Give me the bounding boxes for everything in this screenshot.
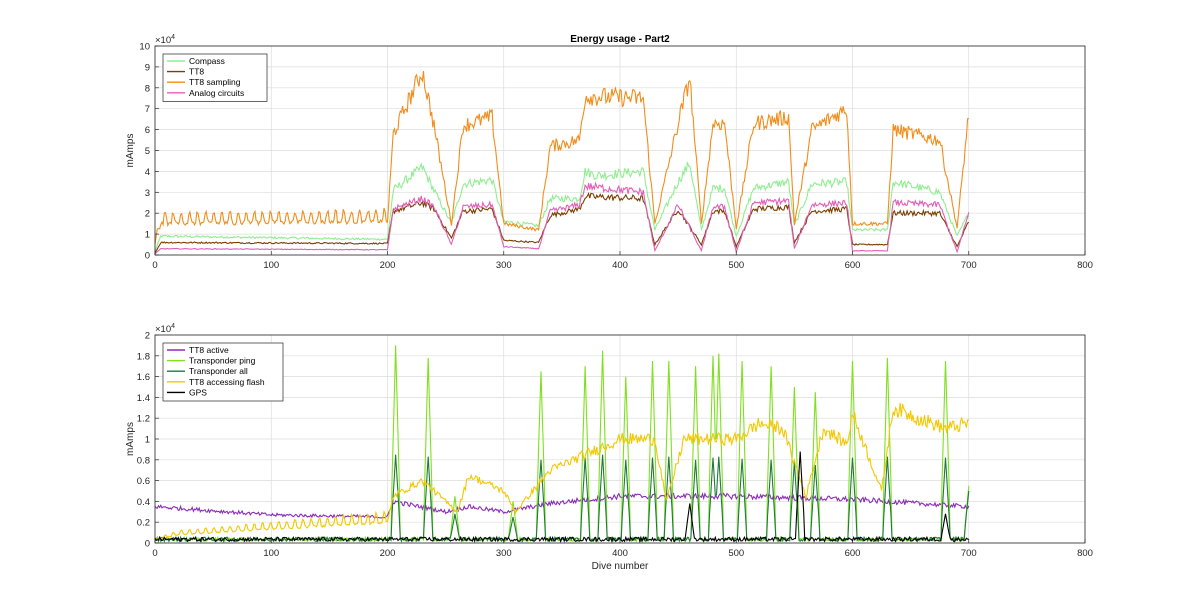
y-tick-label: 0.4 [137,497,150,508]
y-tick-label: 3 [145,188,150,199]
x-tick-label: 100 [263,260,279,271]
y-tick-label: 0 [145,251,150,262]
y-tick-label: 1.8 [137,351,150,362]
series-line-compass [154,161,970,251]
legend-entry: TT8 active [189,345,229,355]
y-tick-label: 0 [145,539,150,550]
y-exponent-label: ×104 [155,34,175,46]
legend-entry: Compass [189,56,225,66]
legend-entry: TT8 sampling [189,77,241,87]
y-tick-label: 9 [145,62,150,73]
y-tick-label: 1.2 [137,414,150,425]
y-tick-label: 2 [145,331,150,342]
y-tick-label: 7 [145,104,150,115]
x-axis-label: Dive number [592,561,649,572]
x-tick-label: 600 [845,260,861,271]
y-axis-label: mAmps [125,134,136,168]
y-tick-label: 8 [145,83,150,94]
y-tick-label: 1.6 [137,372,150,383]
y-tick-label: 1.4 [137,393,150,404]
x-tick-label: 0 [152,260,157,271]
series-line-tt8-sampling [154,71,969,245]
chart-title: Energy usage - Part2 [570,34,670,45]
x-tick-label: 800 [1077,548,1093,559]
x-tick-label: 500 [728,548,744,559]
legend-box [162,342,284,402]
x-tick-label: 800 [1077,260,1093,271]
y-tick-label: 0.8 [137,455,150,466]
bottom-chart: 0 100 200 300 400 500 600 700 800 0 0.2 0.4 0.6 0.8 1 1… [125,323,1093,572]
x-tick-label: 300 [496,260,512,271]
series-line-analog-circuits [154,181,970,255]
y-exponent-label: ×104 [155,323,175,335]
x-tick-label: 700 [961,260,977,271]
legend-entry: Transponder all [189,366,248,376]
x-tick-label: 200 [380,548,396,559]
x-tick-label: 300 [496,548,512,559]
legend-entry: Analog circuits [189,88,244,98]
legend-entry: Transponder ping [189,356,256,366]
x-tick-label: 200 [380,260,396,271]
y-tick-label: 2 [145,209,150,220]
y-tick-label: 5 [145,146,150,157]
x-tick-label: 0 [152,548,157,559]
x-tick-label: 400 [612,260,628,271]
series-line-tt8-active [154,492,970,520]
series-line-tt8 [154,191,970,254]
x-tick-label: 100 [263,548,279,559]
y-tick-label: 1 [145,435,150,446]
y-tick-label: 1 [145,230,150,241]
y-tick-label: 10 [139,42,150,53]
legend-entry: TT8 [189,67,204,77]
x-tick-label: 700 [961,548,977,559]
series-line-tt8-accessing-flash [154,402,970,541]
series-line-gps [154,451,969,544]
x-tick-label: 600 [845,548,861,559]
legend-entry: GPS [189,387,207,397]
y-tick-label: 4 [145,167,150,178]
x-tick-label: 400 [612,548,628,559]
legend-entry: TT8 accessing flash [189,377,265,387]
y-axis-label: mAmps [125,422,136,456]
x-tick-label: 500 [728,260,744,271]
y-tick-label: 6 [145,125,150,136]
y-tick-label: 0.2 [137,518,150,529]
top-chart: 0 100 200 300 400 500 600 700 800 0 1 2 3 4 5 6 7 8 9 10 ×10… [125,34,1093,271]
y-tick-label: 0.6 [137,476,150,487]
